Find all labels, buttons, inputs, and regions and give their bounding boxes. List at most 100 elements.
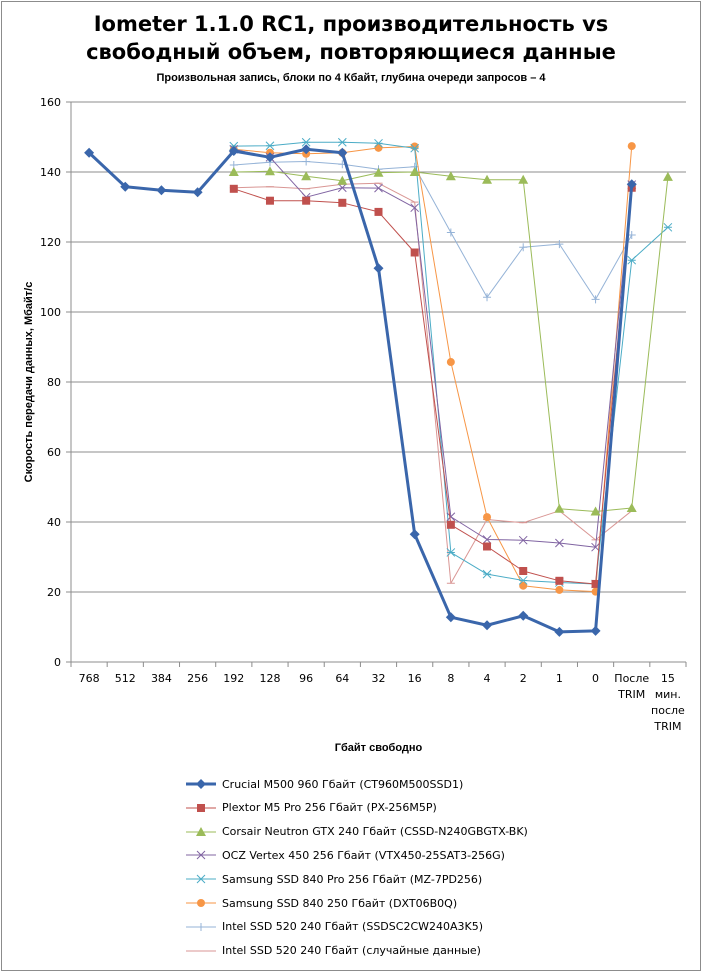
data-point <box>590 625 601 636</box>
legend-swatch <box>186 950 216 952</box>
data-point <box>156 185 167 196</box>
y-tick-label: 120 <box>40 236 61 249</box>
data-point <box>590 506 601 516</box>
x-tick-label: 1 <box>556 672 563 685</box>
data-point <box>120 181 131 192</box>
series-1 <box>84 144 637 637</box>
legend-label: Corsair Neutron GTX 240 Гбайт (CSSD-N240… <box>222 825 528 839</box>
y-tick-label: 160 <box>40 96 61 109</box>
x-tick-label: 128 <box>259 672 280 685</box>
series-line <box>233 145 633 593</box>
legend-entry: Crucial M500 960 Гбайт (CT960M500SSD1) <box>186 776 463 792</box>
data-point <box>301 137 311 147</box>
legend-marker <box>197 803 205 812</box>
x-tick-label: 192 <box>223 672 244 685</box>
y-tick-label: 100 <box>40 306 61 319</box>
y-tick-label: 20 <box>47 586 61 599</box>
series-8 <box>229 182 636 584</box>
data-point <box>264 166 275 176</box>
x-tick-label: 96 <box>299 672 313 685</box>
data-point <box>518 174 529 184</box>
series-3 <box>228 166 673 516</box>
legend-marker <box>197 922 205 931</box>
data-point <box>338 198 347 207</box>
x-tick-label: 768 <box>79 672 100 685</box>
data-point <box>554 626 565 637</box>
data-point <box>84 147 95 158</box>
y-tick-label: 60 <box>47 446 61 459</box>
series-6 <box>229 142 636 596</box>
data-point <box>483 542 492 551</box>
data-point <box>374 183 383 193</box>
x-tick-label: 2 <box>520 672 527 685</box>
legend-entry: Intel SSD 520 240 Гбайт (SSDSC2CW240A3K5… <box>186 919 483 935</box>
data-point <box>301 171 312 181</box>
x-tick-label: 15 мин. после TRIM <box>651 672 685 733</box>
data-point <box>264 152 275 163</box>
series-line <box>233 187 633 585</box>
data-point <box>662 171 673 181</box>
series-line <box>233 182 633 584</box>
series-4 <box>229 144 637 552</box>
data-point <box>228 167 239 176</box>
data-point <box>482 174 493 184</box>
chart-title-line2: свободный объем, повторяющиеся данные <box>86 40 616 64</box>
legend-label: Plextor M5 Pro 256 Гбайт (PX-256M5P) <box>222 801 437 815</box>
data-point <box>518 610 529 621</box>
data-point <box>627 255 637 265</box>
data-point <box>591 295 600 304</box>
legend-swatch <box>186 851 216 860</box>
data-point <box>410 248 419 257</box>
data-point <box>483 513 492 522</box>
data-point <box>337 183 347 193</box>
legend-swatch <box>186 922 216 931</box>
data-point <box>337 175 348 185</box>
chart-subtitle: Произвольная запись, блоки по 4 Кбайт, г… <box>156 72 546 84</box>
series-2 <box>229 183 636 588</box>
data-point <box>555 576 564 585</box>
x-tick-label: 256 <box>187 672 208 685</box>
x-tick-label: После TRIM <box>614 672 649 701</box>
legend-marker <box>196 851 206 860</box>
legend-marker <box>197 899 205 907</box>
data-point <box>518 576 528 585</box>
legend-entry: Samsung SSD 840 250 Гбайт (DXT06B0Q) <box>186 895 457 911</box>
x-tick-label: 32 <box>372 672 386 685</box>
data-point <box>663 222 673 232</box>
legend-label: OCZ Vertex 450 256 Гбайт (VTX450-25SAT3-… <box>222 848 505 862</box>
series-line <box>233 148 633 548</box>
x-tick-label: 0 <box>592 672 599 685</box>
data-point <box>228 146 239 156</box>
series-line <box>233 170 669 512</box>
legend-marker <box>196 826 206 836</box>
data-point <box>374 207 383 216</box>
x-tick-label: 16 <box>408 672 422 685</box>
data-point <box>302 196 311 205</box>
data-point <box>519 567 528 575</box>
data-point <box>301 144 312 155</box>
y-tick-label: 0 <box>54 656 61 669</box>
data-point <box>446 512 456 522</box>
legend-swatch <box>186 899 216 907</box>
data-point <box>482 535 492 544</box>
y-tick-label: 80 <box>47 376 61 389</box>
data-point <box>409 167 420 176</box>
x-tick-label: 4 <box>484 672 491 685</box>
legend-label: Intel SSD 520 240 Гбайт (случайные данны… <box>222 944 481 958</box>
data-point <box>627 142 636 151</box>
data-point <box>519 581 528 590</box>
data-point <box>373 167 384 177</box>
legend-label: Intel SSD 520 240 Гбайт (SSDSC2CW240A3K5… <box>222 920 484 934</box>
legend-swatch <box>186 826 216 836</box>
data-point <box>265 141 275 151</box>
legend-marker <box>196 874 206 884</box>
legend-label: Samsung SSD 840 250 Гбайт (DXT06B0Q) <box>222 896 458 910</box>
legend-entry: Corsair Neutron GTX 240 Гбайт (CSSD-N240… <box>186 824 528 840</box>
x-tick-label: 384 <box>151 672 172 685</box>
chart-title-line1: Iometer 1.1.0 RC1, производительность vs <box>93 12 609 36</box>
data-point <box>554 503 565 513</box>
data-point <box>518 535 528 545</box>
data-point <box>337 147 348 158</box>
